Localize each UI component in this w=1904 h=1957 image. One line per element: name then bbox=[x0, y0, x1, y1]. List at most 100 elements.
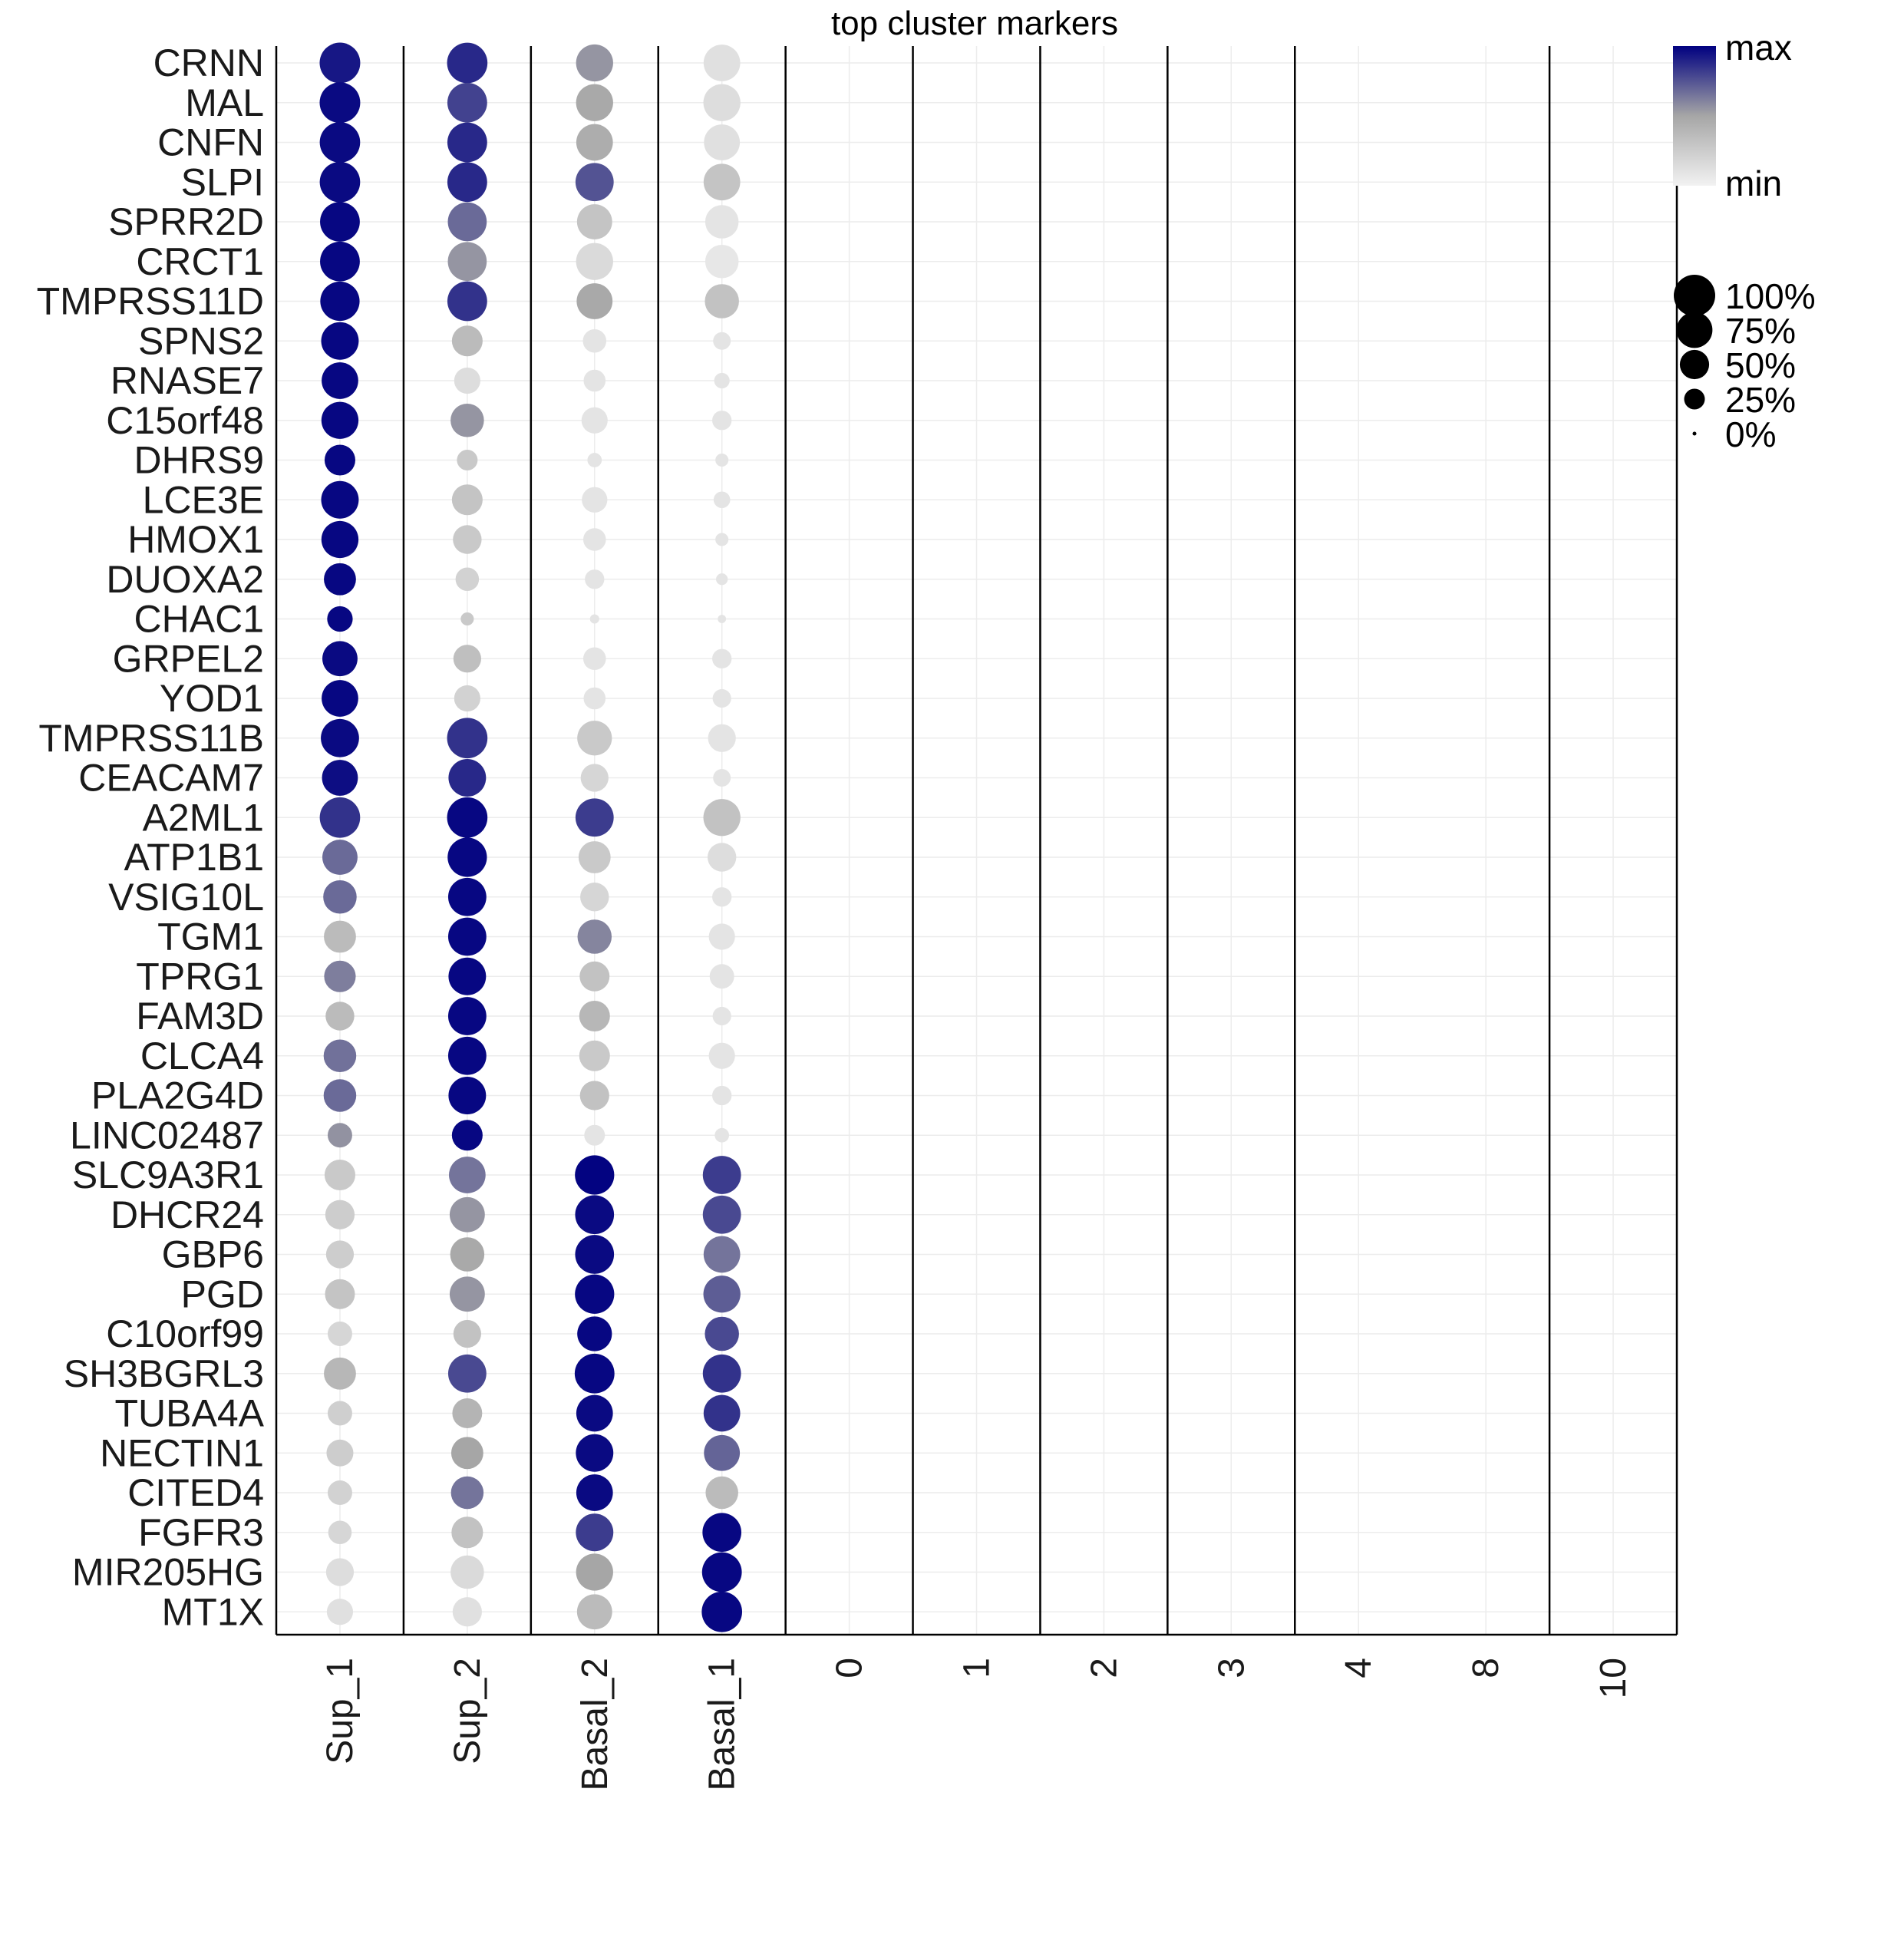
dot-cited4-sup_2 bbox=[450, 1476, 484, 1510]
dot-fgfr3-basal_1 bbox=[702, 1513, 742, 1553]
dot-tprg1-sup_1 bbox=[324, 960, 356, 992]
dot-sh3bgrl3-basal_2 bbox=[574, 1353, 615, 1394]
dot-nectin1-basal_1 bbox=[704, 1434, 741, 1471]
gene-label: MAL bbox=[185, 81, 264, 124]
gene-label: DUOXA2 bbox=[106, 558, 264, 601]
dot-tprg1-basal_1 bbox=[709, 964, 734, 989]
size-legend-dot bbox=[1679, 349, 1710, 380]
dot-sh3bgrl3-sup_2 bbox=[447, 1354, 487, 1393]
dot-dhrs9-sup_2 bbox=[457, 450, 478, 470]
size-legend-label: 50% bbox=[1725, 345, 1796, 385]
dot-mal-basal_2 bbox=[576, 84, 613, 121]
dot-spns2-sup_1 bbox=[321, 322, 359, 360]
dot-tmprss11b-basal_2 bbox=[577, 721, 612, 756]
dot-tuba4a-sup_2 bbox=[452, 1398, 483, 1428]
gene-labels: CRNNMALCNFNSLPISPRR2DCRCT1TMPRSS11DSPNS2… bbox=[37, 41, 265, 1633]
dot-vsig10l-sup_2 bbox=[447, 877, 487, 916]
size-legend-label: 75% bbox=[1725, 311, 1796, 351]
dot-yod1-sup_2 bbox=[454, 685, 480, 712]
dot-dhcr24-basal_2 bbox=[575, 1195, 615, 1235]
dot-gbp6-sup_2 bbox=[450, 1237, 485, 1272]
dot-atp1b1-basal_2 bbox=[578, 841, 611, 873]
dot-tuba4a-basal_1 bbox=[703, 1394, 741, 1432]
dot-nectin1-sup_2 bbox=[450, 1437, 483, 1470]
gene-label: SPNS2 bbox=[138, 319, 264, 362]
gene-label: C15orf48 bbox=[106, 399, 264, 442]
gene-label: CRCT1 bbox=[136, 240, 264, 283]
dot-vsig10l-basal_2 bbox=[580, 883, 609, 912]
dot-a2ml1-basal_2 bbox=[575, 798, 614, 837]
dot-tuba4a-basal_2 bbox=[576, 1394, 613, 1432]
dot-tgm1-sup_1 bbox=[324, 920, 356, 953]
cluster-labels: Sup_1 Sup_2 Basal_2 Basal_1 0 1 2 3 4 8 10 bbox=[320, 1658, 1634, 1790]
cluster-label: Basal_1 bbox=[702, 1658, 743, 1790]
dot-mir205hg-basal_1 bbox=[701, 1552, 742, 1592]
dot-c15orf48-sup_2 bbox=[450, 403, 484, 437]
dot-clca4-sup_1 bbox=[323, 1039, 357, 1073]
dot-linc02487-sup_2 bbox=[451, 1120, 483, 1151]
dot-pgd-sup_1 bbox=[325, 1279, 355, 1309]
dot-crct1-basal_1 bbox=[705, 244, 739, 279]
gene-label: CRNN bbox=[153, 41, 264, 84]
dot-crnn-basal_1 bbox=[703, 45, 741, 81]
dot-mal-basal_1 bbox=[703, 84, 741, 121]
dot-linc02487-basal_1 bbox=[714, 1127, 730, 1143]
gene-label: FGFR3 bbox=[138, 1511, 264, 1554]
dot-cnfn-sup_1 bbox=[319, 122, 361, 163]
gene-label: SH3BGRL3 bbox=[64, 1352, 264, 1395]
dot-lce3e-sup_2 bbox=[451, 484, 483, 516]
gene-label: ATP1B1 bbox=[124, 836, 265, 879]
dot-slpi-basal_1 bbox=[703, 163, 741, 201]
axes bbox=[275, 46, 1678, 1636]
dot-slpi-basal_2 bbox=[575, 163, 614, 202]
dot-vsig10l-sup_1 bbox=[323, 879, 357, 914]
gene-label: CNFN bbox=[157, 121, 264, 164]
dot-crnn-sup_2 bbox=[447, 42, 488, 84]
dot-pla2g4d-basal_2 bbox=[579, 1081, 609, 1111]
dot-sh3bgrl3-sup_1 bbox=[324, 1357, 356, 1390]
dot-sh3bgrl3-basal_1 bbox=[702, 1354, 741, 1393]
color-legend-bar bbox=[1673, 46, 1716, 186]
gene-label: C10orf99 bbox=[106, 1312, 264, 1355]
cluster-separators bbox=[402, 46, 1551, 1635]
gene-label: CHAC1 bbox=[134, 598, 264, 641]
dot-fam3d-sup_1 bbox=[325, 1002, 355, 1031]
dot-slc9a3r1-basal_2 bbox=[575, 1155, 615, 1195]
dot-spns2-sup_2 bbox=[451, 325, 483, 357]
size-legend-dot bbox=[1674, 275, 1715, 316]
cluster-label: Sup_1 bbox=[320, 1658, 361, 1764]
cluster-label: 2 bbox=[1084, 1658, 1124, 1678]
dot-sprr2d-sup_1 bbox=[320, 202, 360, 242]
dot-pla2g4d-sup_1 bbox=[323, 1079, 357, 1112]
gene-label: SLC9A3R1 bbox=[72, 1153, 264, 1196]
dot-tuba4a-sup_1 bbox=[327, 1401, 352, 1426]
dot-tmprss11d-basal_2 bbox=[576, 283, 613, 319]
dot-yod1-basal_1 bbox=[712, 688, 731, 708]
dot-clca4-basal_2 bbox=[579, 1040, 610, 1071]
dot-crnn-basal_2 bbox=[576, 44, 613, 82]
dot-spns2-basal_2 bbox=[582, 328, 607, 353]
gene-label: PGD bbox=[181, 1272, 264, 1315]
dot-rnase7-sup_1 bbox=[322, 362, 358, 399]
dot-yod1-sup_1 bbox=[322, 680, 358, 717]
size-legend-dot bbox=[1684, 388, 1705, 410]
dot-tprg1-basal_2 bbox=[579, 961, 610, 992]
dot-ceacam7-basal_1 bbox=[713, 769, 731, 787]
dot-dhrs9-basal_1 bbox=[715, 453, 729, 467]
dot-fgfr3-sup_1 bbox=[328, 1520, 352, 1545]
gene-label: HMOX1 bbox=[127, 518, 264, 561]
dot-mir205hg-sup_2 bbox=[450, 1555, 484, 1589]
cluster-label: 8 bbox=[1466, 1658, 1506, 1678]
dot-mal-sup_2 bbox=[447, 82, 487, 123]
dot-c15orf48-basal_1 bbox=[712, 411, 732, 431]
dot-tmprss11d-sup_1 bbox=[320, 281, 360, 322]
dot-fgfr3-basal_2 bbox=[576, 1513, 614, 1552]
dot-clca4-sup_2 bbox=[447, 1036, 487, 1075]
gene-label: NECTIN1 bbox=[100, 1431, 264, 1474]
size-legend-label: 25% bbox=[1725, 380, 1796, 420]
dot-rnase7-basal_1 bbox=[714, 372, 730, 389]
dot-crnn-sup_1 bbox=[319, 42, 361, 84]
dot-cited4-basal_1 bbox=[705, 1476, 738, 1510]
dot-cnfn-basal_1 bbox=[704, 124, 741, 160]
cluster-label: 10 bbox=[1593, 1658, 1634, 1698]
